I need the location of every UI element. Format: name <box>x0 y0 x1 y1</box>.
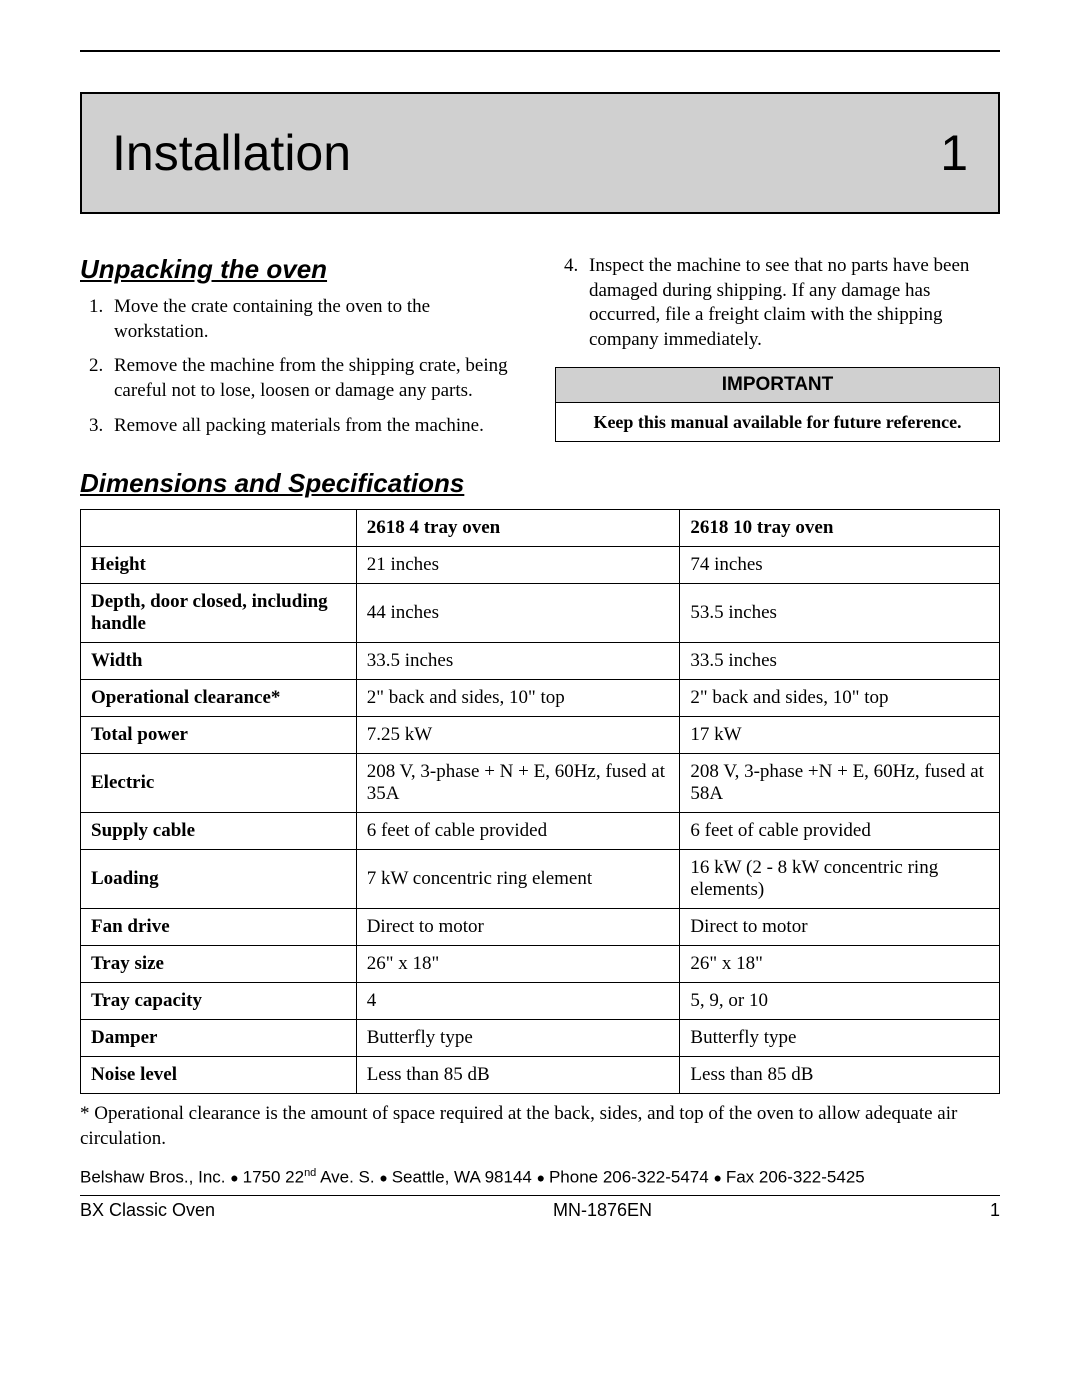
step-item: Inspect the machine to see that no parts… <box>583 254 1000 353</box>
row-value-1: 4 <box>356 983 680 1020</box>
two-column-section: Unpacking the oven Move the crate contai… <box>80 254 1000 448</box>
table-row: Depth, door closed, including handle44 i… <box>81 584 1000 643</box>
table-row: Loading7 kW concentric ring element16 kW… <box>81 850 1000 909</box>
company-city: Seattle, WA 98144 <box>392 1167 532 1186</box>
table-row: Tray capacity45, 9, or 10 <box>81 983 1000 1020</box>
row-value-2: 5, 9, or 10 <box>680 983 1000 1020</box>
row-label: Tray capacity <box>81 983 357 1020</box>
footer-left: BX Classic Oven <box>80 1200 215 1221</box>
table-row: Tray size26" x 18"26" x 18" <box>81 946 1000 983</box>
steps-left: Move the crate containing the oven to th… <box>80 295 525 438</box>
table-header-col2: 2618 10 tray oven <box>680 510 1000 547</box>
row-label: Height <box>81 547 357 584</box>
table-row: Total power7.25 kW17 kW <box>81 717 1000 754</box>
row-value-2: 17 kW <box>680 717 1000 754</box>
row-label: Width <box>81 643 357 680</box>
row-value-2: Butterfly type <box>680 1020 1000 1057</box>
row-label: Electric <box>81 754 357 813</box>
row-value-2: 2" back and sides, 10" top <box>680 680 1000 717</box>
row-label: Total power <box>81 717 357 754</box>
table-row: Noise levelLess than 85 dBLess than 85 d… <box>81 1057 1000 1094</box>
top-rule <box>80 50 1000 52</box>
table-row: Height21 inches74 inches <box>81 547 1000 584</box>
row-label: Noise level <box>81 1057 357 1094</box>
footer-right: 1 <box>990 1200 1000 1221</box>
row-label: Fan drive <box>81 909 357 946</box>
row-value-2: Less than 85 dB <box>680 1057 1000 1094</box>
company-addr: 1750 22 <box>243 1167 304 1186</box>
step-item: Move the crate containing the oven to th… <box>108 295 525 344</box>
addr-suffix: nd <box>304 1167 316 1179</box>
row-value-1: 44 inches <box>356 584 680 643</box>
table-header-blank <box>81 510 357 547</box>
step-item: Remove all packing materials from the ma… <box>108 414 525 439</box>
company-addr2: Ave. S. <box>316 1167 374 1186</box>
row-value-1: 7.25 kW <box>356 717 680 754</box>
row-label: Tray size <box>81 946 357 983</box>
footer-center: MN-1876EN <box>553 1200 652 1221</box>
company-line: Belshaw Bros., Inc. ● 1750 22nd Ave. S. … <box>80 1166 1000 1189</box>
row-value-1: 6 feet of cable provided <box>356 813 680 850</box>
row-value-2: 33.5 inches <box>680 643 1000 680</box>
table-row: Width33.5 inches33.5 inches <box>81 643 1000 680</box>
row-label: Operational clearance* <box>81 680 357 717</box>
row-value-1: Direct to motor <box>356 909 680 946</box>
row-label: Supply cable <box>81 813 357 850</box>
table-row: Electric208 V, 3-phase + N + E, 60Hz, fu… <box>81 754 1000 813</box>
steps-right: Inspect the machine to see that no parts… <box>555 254 1000 353</box>
row-value-1: 2" back and sides, 10" top <box>356 680 680 717</box>
company-fax: Fax 206-322-5425 <box>726 1167 865 1186</box>
step-item: Remove the machine from the shipping cra… <box>108 354 525 403</box>
row-value-2: 53.5 inches <box>680 584 1000 643</box>
table-row: Fan driveDirect to motorDirect to motor <box>81 909 1000 946</box>
bullet-icon: ● <box>230 1169 242 1185</box>
footnote: * Operational clearance is the amount of… <box>80 1102 1000 1151</box>
row-value-1: Less than 85 dB <box>356 1057 680 1094</box>
company-name: Belshaw Bros., Inc. <box>80 1167 226 1186</box>
important-box: IMPORTANT Keep this manual available for… <box>555 367 1000 443</box>
important-body: Keep this manual available for future re… <box>556 403 999 442</box>
row-label: Depth, door closed, including handle <box>81 584 357 643</box>
bullet-icon: ● <box>537 1169 549 1185</box>
spec-table: 2618 4 tray oven 2618 10 tray oven Heigh… <box>80 509 1000 1094</box>
row-value-1: 26" x 18" <box>356 946 680 983</box>
chapter-number: 1 <box>940 124 968 182</box>
row-value-1: 21 inches <box>356 547 680 584</box>
row-value-1: 7 kW concentric ring element <box>356 850 680 909</box>
left-column: Unpacking the oven Move the crate contai… <box>80 254 525 448</box>
table-header-col1: 2618 4 tray oven <box>356 510 680 547</box>
row-value-2: 26" x 18" <box>680 946 1000 983</box>
row-value-2: 16 kW (2 - 8 kW concentric ring elements… <box>680 850 1000 909</box>
bullet-icon: ● <box>379 1169 391 1185</box>
table-row: DamperButterfly typeButterfly type <box>81 1020 1000 1057</box>
row-value-1: 208 V, 3-phase + N + E, 60Hz, fused at 3… <box>356 754 680 813</box>
company-phone: Phone 206-322-5474 <box>549 1167 709 1186</box>
table-row: Supply cable6 feet of cable provided6 fe… <box>81 813 1000 850</box>
table-row: Operational clearance*2" back and sides,… <box>81 680 1000 717</box>
row-value-2: 208 V, 3-phase +N + E, 60Hz, fused at 58… <box>680 754 1000 813</box>
row-label: Damper <box>81 1020 357 1057</box>
unpacking-heading: Unpacking the oven <box>80 254 525 285</box>
row-value-1: Butterfly type <box>356 1020 680 1057</box>
spec-table-body: Height21 inches74 inchesDepth, door clos… <box>81 547 1000 1094</box>
footer: BX Classic Oven MN-1876EN 1 <box>80 1200 1000 1221</box>
row-value-1: 33.5 inches <box>356 643 680 680</box>
chapter-box: Installation 1 <box>80 92 1000 214</box>
important-header: IMPORTANT <box>556 368 999 403</box>
row-label: Loading <box>81 850 357 909</box>
dimensions-heading: Dimensions and Specifications <box>80 468 1000 499</box>
table-header-row: 2618 4 tray oven 2618 10 tray oven <box>81 510 1000 547</box>
row-value-2: 6 feet of cable provided <box>680 813 1000 850</box>
row-value-2: Direct to motor <box>680 909 1000 946</box>
chapter-title: Installation <box>112 124 351 182</box>
footer-rule <box>80 1195 1000 1196</box>
bullet-icon: ● <box>713 1169 725 1185</box>
right-column: Inspect the machine to see that no parts… <box>555 254 1000 448</box>
row-value-2: 74 inches <box>680 547 1000 584</box>
